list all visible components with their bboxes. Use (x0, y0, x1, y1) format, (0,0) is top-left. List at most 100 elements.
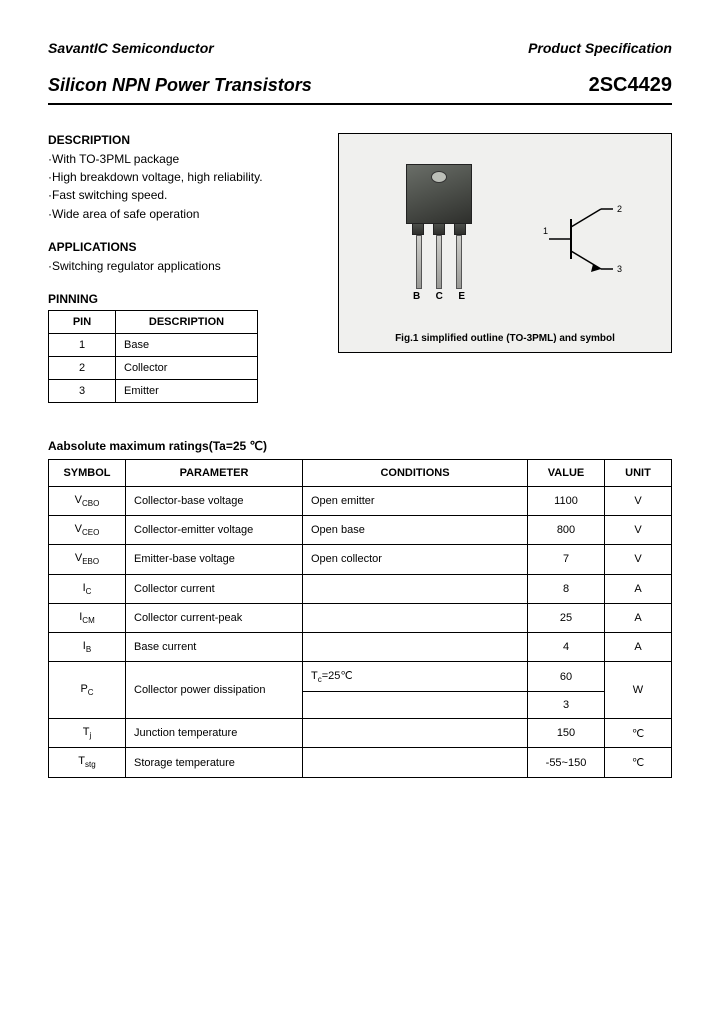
cell-cond (303, 692, 528, 719)
col-pin: PIN (49, 310, 116, 333)
cell-param: Collector-base voltage (126, 486, 303, 515)
table-row: TjJunction temperature150℃ (49, 719, 672, 748)
cell-symbol: PC (49, 662, 126, 719)
upper-section: DESCRIPTION ·With TO-3PML package ·High … (48, 133, 672, 403)
cell-value: 7 (528, 545, 605, 574)
cell-symbol: VCBO (49, 486, 126, 515)
description-list: ·With TO-3PML package ·High breakdown vo… (48, 151, 318, 222)
lead-label: E (458, 291, 465, 302)
pin-num: 1 (49, 333, 116, 356)
cell-value: 25 (528, 603, 605, 632)
left-column: DESCRIPTION ·With TO-3PML package ·High … (48, 133, 318, 403)
col-desc: DESCRIPTION (116, 310, 258, 333)
ratings-table: SYMBOL PARAMETER CONDITIONS VALUE UNIT V… (48, 459, 672, 778)
table-row: VEBOEmitter-base voltageOpen collector7V (49, 545, 672, 574)
table-row: TstgStorage temperature-55~150℃ (49, 748, 672, 777)
ratings-tail: TjJunction temperature150℃TstgStorage te… (49, 719, 672, 777)
cell-param: Emitter-base voltage (126, 545, 303, 574)
col-symbol: SYMBOL (49, 459, 126, 486)
col-conditions: CONDITIONS (303, 459, 528, 486)
doc-type: Product Specification (528, 40, 672, 56)
pinning-table: PIN DESCRIPTION 1 Base 2 Collector 3 Emi… (48, 310, 258, 403)
table-row: IBBase current4A (49, 632, 672, 661)
cell-cond (303, 632, 528, 661)
table-row: 2 Collector (49, 356, 258, 379)
cell-cond (303, 603, 528, 632)
lead-label: C (436, 291, 443, 302)
ratings-body: VCBOCollector-base voltageOpen emitter11… (49, 486, 672, 661)
cell-cond: Tc=25℃ (303, 662, 528, 692)
lead (436, 235, 442, 289)
col-value: VALUE (528, 459, 605, 486)
cell-unit: A (605, 574, 672, 603)
cell-unit: ℃ (605, 719, 672, 748)
lead-labels: B C E (413, 291, 465, 302)
cell-cond: Open collector (303, 545, 528, 574)
cell-param: Collector-emitter voltage (126, 516, 303, 545)
pin-desc: Collector (116, 356, 258, 379)
cell-value: -55~150 (528, 748, 605, 777)
pkg-foot (454, 224, 466, 235)
cell-symbol: IC (49, 574, 126, 603)
app-item: ·Switching regulator applications (48, 258, 318, 274)
cell-param: Collector current (126, 574, 303, 603)
page-header: SavantIC Semiconductor Product Specifica… (48, 40, 672, 56)
cell-param: Collector current-peak (126, 603, 303, 632)
desc-item: ·Wide area of safe operation (48, 206, 318, 222)
cell-cond (303, 719, 528, 748)
table-row: 1 Base (49, 333, 258, 356)
cell-value: 1100 (528, 486, 605, 515)
cell-symbol: IB (49, 632, 126, 661)
cell-value: 3 (528, 692, 605, 719)
figure-box: B C E 1 2 3 Fig.1 simplified outline (TO… (338, 133, 672, 353)
applications-heading: APPLICATIONS (48, 240, 318, 254)
table-row: VCBOCollector-base voltageOpen emitter11… (49, 486, 672, 515)
cell-unit: A (605, 632, 672, 661)
col-parameter: PARAMETER (126, 459, 303, 486)
cell-unit: V (605, 486, 672, 515)
cell-value: 4 (528, 632, 605, 661)
company-name: SavantIC Semiconductor (48, 40, 214, 56)
table-row: ICCollector current 8A (49, 574, 672, 603)
package-feet (412, 224, 466, 235)
cell-value: 8 (528, 574, 605, 603)
cell-value: 150 (528, 719, 605, 748)
cell-param: Collector power dissipation (126, 662, 303, 719)
title-rule (48, 103, 672, 105)
lead-label: B (413, 291, 420, 302)
table-row: PC Collector power dissipation Tc=25℃ 60… (49, 662, 672, 692)
table-row: VCEOCollector-emitter voltageOpen base80… (49, 516, 672, 545)
pin-desc: Base (116, 333, 258, 356)
cell-unit: V (605, 545, 672, 574)
package-drawing: B C E (399, 164, 479, 302)
cell-symbol: ICM (49, 603, 126, 632)
table-row: ICMCollector current-peak25A (49, 603, 672, 632)
pinning-heading: PINNING (48, 292, 318, 306)
cell-unit: ℃ (605, 748, 672, 777)
lead (456, 235, 462, 289)
description-heading: DESCRIPTION (48, 133, 318, 147)
transistor-symbol-icon: 1 2 3 (541, 194, 631, 284)
pin-desc: Emitter (116, 379, 258, 402)
cell-param: Junction temperature (126, 719, 303, 748)
table-row: 3 Emitter (49, 379, 258, 402)
cell-symbol: VEBO (49, 545, 126, 574)
desc-item: ·Fast switching speed. (48, 187, 318, 203)
cell-unit: V (605, 516, 672, 545)
applications-list: ·Switching regulator applications (48, 258, 318, 274)
pkg-foot (412, 224, 424, 235)
mounting-hole (431, 171, 447, 183)
sym-base-label: 1 (543, 226, 548, 236)
datasheet-page: SavantIC Semiconductor Product Specifica… (0, 0, 720, 1012)
cell-param: Storage temperature (126, 748, 303, 777)
pkg-foot (433, 224, 445, 235)
sym-collector-label: 2 (617, 204, 622, 214)
cell-unit: W (605, 662, 672, 719)
ratings-heading: Aabsolute maximum ratings(Ta=25 ℃) (48, 439, 672, 453)
part-number: 2SC4429 (589, 74, 672, 97)
pin-num: 3 (49, 379, 116, 402)
package-leads (416, 235, 462, 289)
table-header-row: SYMBOL PARAMETER CONDITIONS VALUE UNIT (49, 459, 672, 486)
desc-item: ·With TO-3PML package (48, 151, 318, 167)
table-header-row: PIN DESCRIPTION (49, 310, 258, 333)
